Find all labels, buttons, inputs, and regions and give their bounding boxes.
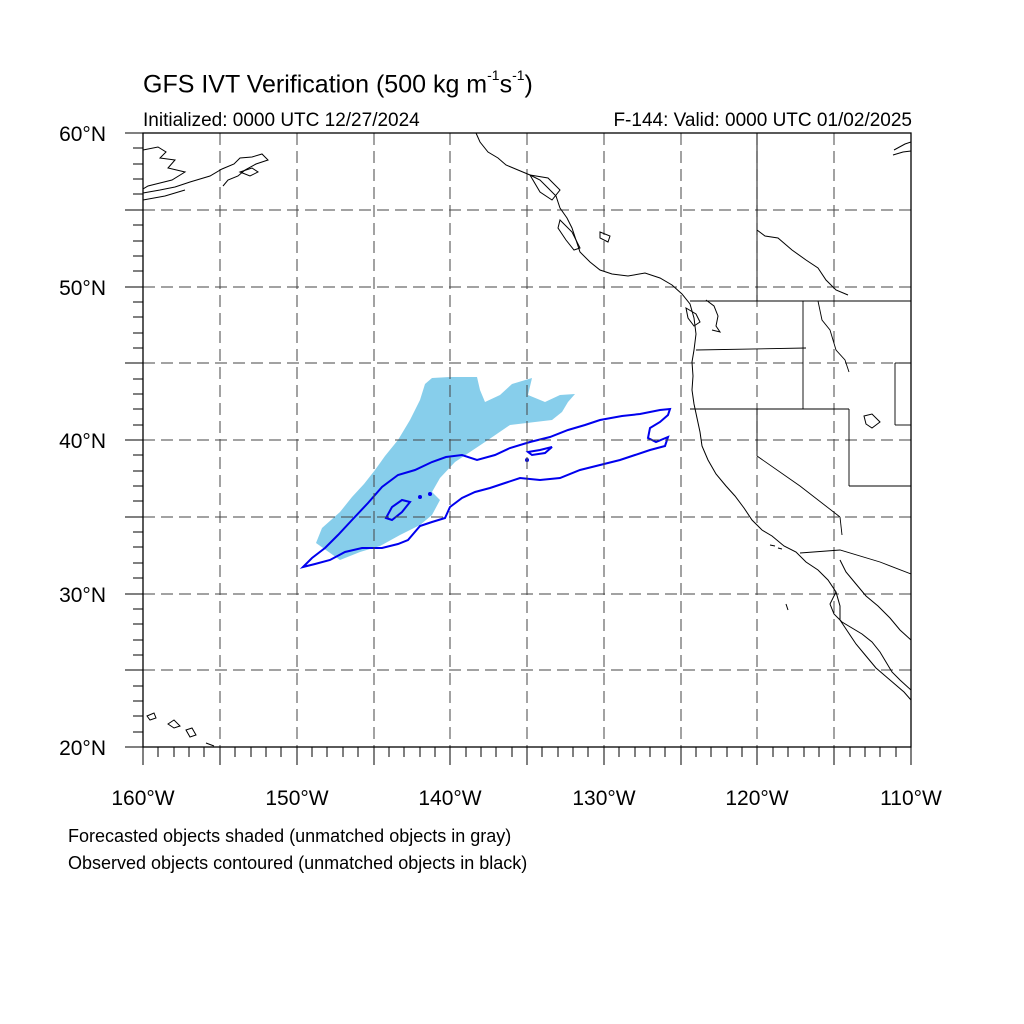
observed-object-contour: [299, 407, 672, 569]
observed-object-inner-2: [525, 446, 553, 457]
coastline-nw-corner: [892, 141, 911, 156]
map-grid: [143, 133, 911, 747]
coastline-kodiak: [238, 167, 259, 177]
coastline-bc-islands: [529, 174, 701, 327]
coastline-canada-alaska-panhandle: [475, 133, 841, 620]
lat-label: 30°N: [59, 584, 106, 607]
valid-time-label: F-144: Valid: 0000 UTC 01/02/2025: [613, 110, 912, 131]
chart-title: GFS IVT Verification (500 kg m-1s-1): [143, 67, 533, 99]
lat-label: 20°N: [59, 737, 106, 760]
legend-forecast-note: Forecasted objects shaded (unmatched obj…: [68, 826, 512, 846]
coastline-baja: [829, 591, 911, 691]
coastline-hawaii: [146, 712, 215, 747]
lat-label: 60°N: [59, 123, 106, 146]
init-time-label: Initialized: 0000 UTC 12/27/2024: [143, 110, 420, 131]
lon-label: 160°W: [111, 787, 174, 810]
lon-label: 140°W: [418, 787, 481, 810]
political-borders: [690, 133, 911, 575]
observed-object-dot: [428, 492, 432, 496]
axis-ticks: [125, 132, 912, 765]
forecast-object-shaded: [316, 377, 575, 560]
lon-label: 120°W: [725, 787, 788, 810]
coastline-puget: [705, 299, 722, 333]
lat-label: 40°N: [59, 430, 106, 453]
lon-label: 130°W: [572, 787, 635, 810]
lake-salton: [863, 413, 881, 429]
lat-label: 50°N: [59, 277, 106, 300]
observed-object-dot: [418, 495, 422, 499]
lon-label: 150°W: [265, 787, 328, 810]
observed-object-inner: [384, 498, 412, 522]
coastline-gulf-california: [839, 559, 911, 701]
lon-label: 110°W: [880, 787, 942, 810]
coastline-alaska: [143, 146, 269, 201]
legend-observed-note: Observed objects contoured (unmatched ob…: [68, 853, 528, 873]
coastline-channel-islands: [769, 544, 789, 611]
coastline-hudson-region: [756, 229, 849, 296]
